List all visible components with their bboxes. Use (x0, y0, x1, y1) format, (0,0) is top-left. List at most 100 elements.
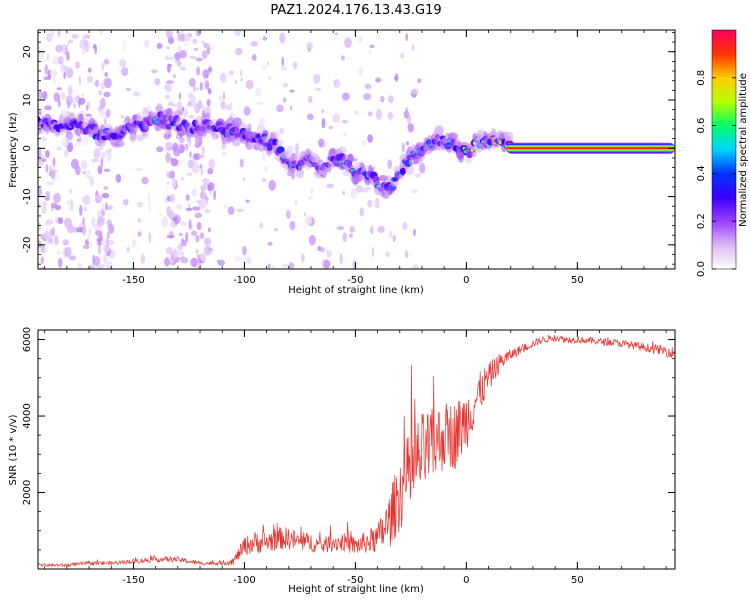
spectrogram-speckle (172, 104, 177, 108)
spectrogram-speckle (320, 247, 325, 253)
spectrogram-ridge-blob (271, 130, 280, 142)
spectrogram-speckle (186, 172, 193, 176)
snr-y-tick-label: 4000 (22, 403, 33, 428)
spectrogram-speckle (340, 55, 345, 61)
spectrogram-speckle (77, 262, 83, 269)
spectrogram-speckle (105, 108, 111, 118)
spectrogram-speckle (301, 253, 305, 263)
spectrogram-x-tick-label: 0 (463, 275, 469, 286)
figure-title: PAZ1.2024.176.13.43.G19 (270, 3, 441, 18)
spectrogram-speckle (361, 140, 367, 146)
spectrogram-speckle (225, 104, 231, 111)
spectrogram-speckle (68, 255, 77, 261)
spectrogram-speckle (89, 176, 94, 187)
spectrogram-speckle (180, 177, 185, 181)
snr-x-tick-label: -150 (122, 575, 145, 586)
spectrogram-speckle (94, 79, 100, 87)
spectrogram-speckle (358, 66, 364, 77)
spectrogram-speckle (387, 111, 393, 120)
spectrogram-speckle (164, 85, 170, 89)
spectrogram-speckle (367, 199, 373, 208)
spectrogram-speckle (187, 159, 194, 169)
spectrogram-speckle (218, 95, 223, 101)
spectrogram-speckle (166, 246, 173, 255)
spectrogram-speckle (38, 159, 43, 168)
spectrogram-x-tick-label: -150 (122, 275, 145, 286)
spectrogram-speckle (133, 91, 140, 97)
spectrogram-speckle (189, 55, 197, 60)
spectrogram-speckle (289, 220, 296, 231)
spectrogram-speckle (75, 61, 80, 69)
spectrogram-speckle (180, 49, 187, 59)
spectrogram-speckle (63, 149, 69, 158)
spectrogram-ridge-blob (275, 139, 284, 147)
spectrogram-speckle (177, 63, 181, 68)
spectrogram-speckle (46, 32, 53, 43)
spectrogram-speckle (166, 80, 175, 84)
spectrogram-speckle (191, 163, 200, 174)
spectrogram-speckle (339, 253, 343, 265)
spectrogram-ridge-blob (204, 112, 211, 121)
spectrogram-speckle (161, 216, 169, 228)
spectrogram-speckle (201, 149, 205, 155)
spectrogram-y-label: Frequency (Hz) (8, 112, 19, 188)
spectrogram-speckle (234, 47, 243, 56)
spectrogram-y-tick-label: -10 (22, 188, 33, 204)
spectrogram-speckle (414, 173, 422, 178)
spectrogram-speckle (196, 222, 202, 230)
spectrogram-speckle (42, 91, 48, 100)
spectrogram-speckle (234, 30, 242, 36)
spectrogram-speckle (167, 101, 174, 107)
spectrogram-speckle (56, 146, 62, 151)
spectrogram-speckle (156, 146, 164, 153)
spectrogram-speckle (359, 207, 365, 217)
spectrogram-speckle (93, 256, 101, 267)
spectrogram-speckle (388, 95, 394, 104)
spectrogram-speckle (100, 82, 105, 90)
spectrogram-speckle (276, 104, 284, 113)
spectrogram-speckle (203, 208, 211, 214)
spectrogram-speckle (78, 135, 82, 143)
spectrogram-speckle (60, 64, 65, 71)
colorbar-tick-label: 0.6 (696, 118, 707, 134)
spectrogram-speckle (201, 189, 204, 197)
spectrogram-x-tick-label: -50 (347, 275, 363, 286)
spectrogram-speckle (169, 63, 172, 68)
spectrogram-ridge-blob (504, 131, 514, 143)
spectrogram-speckle (185, 194, 190, 202)
spectrogram-speckle (267, 75, 272, 81)
spectrogram-speckle (48, 171, 52, 177)
spectrogram-speckle (89, 242, 92, 247)
spectrogram-speckle (62, 239, 69, 246)
spectrogram-ridge-blob (141, 107, 149, 119)
spectrogram-speckle (47, 53, 49, 61)
spectrogram-speckle (57, 30, 61, 38)
spectrogram-speckle (245, 79, 254, 90)
spectrogram-speckle (371, 246, 374, 258)
spectrogram-speckle (228, 70, 234, 76)
spectrogram-ridge-blob (155, 102, 163, 114)
spectrogram-speckle (342, 191, 345, 195)
spectrogram-speckle (202, 69, 209, 79)
spectrogram-speckle (38, 93, 42, 97)
spectrogram-speckle (148, 232, 151, 243)
spectrogram-speckle (208, 158, 216, 169)
spectrogram-speckle (132, 238, 136, 248)
spectrogram-speckle (64, 246, 72, 258)
spectrogram-speckle (101, 151, 106, 160)
spectrogram-speckle (203, 76, 207, 87)
spectrogram-speckle (100, 97, 106, 109)
spectrogram-speckle (308, 234, 316, 246)
spectrogram-speckle (355, 184, 364, 194)
spectrogram-speckle (68, 85, 73, 97)
spectrogram-ridge-blob (232, 117, 242, 128)
spectrogram-speckle (92, 254, 95, 266)
spectrogram-y-ticks: -20 -10 0 10 20 (22, 32, 675, 265)
spectrogram-speckle (48, 238, 54, 245)
spectrogram-speckle (170, 156, 174, 164)
spectrogram-speckle (243, 106, 251, 116)
spectrogram-speckle (43, 231, 52, 240)
spectrogram-speckle (410, 189, 418, 194)
spectrogram-speckle (100, 157, 104, 168)
spectrogram-speckle (411, 44, 415, 52)
